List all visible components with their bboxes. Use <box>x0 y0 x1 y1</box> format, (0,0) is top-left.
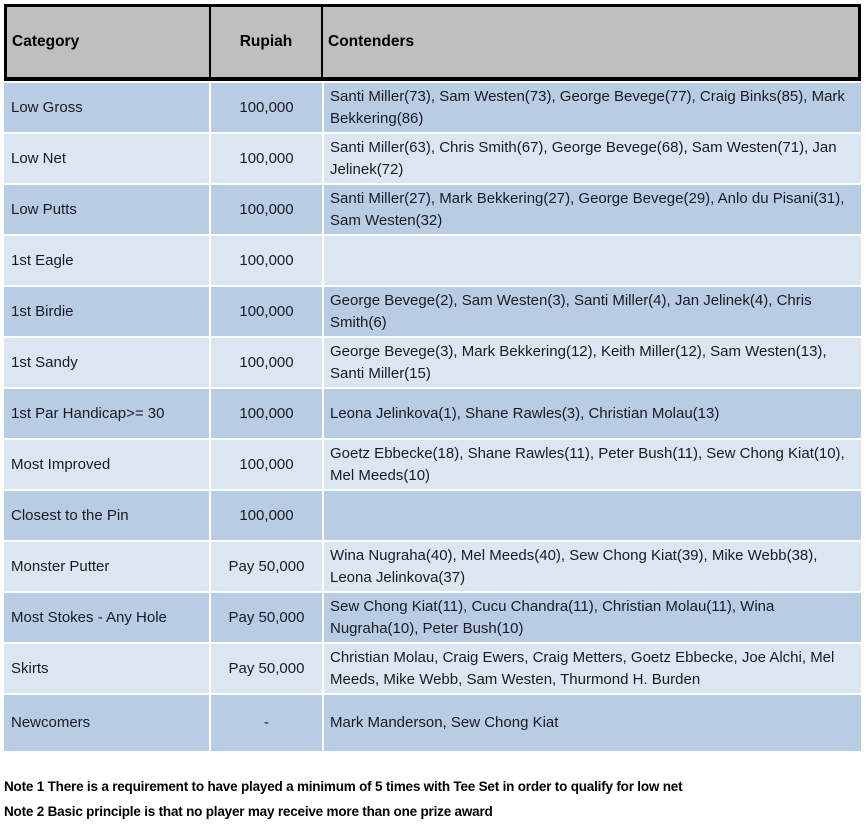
category-cell: Skirts <box>4 644 209 693</box>
category-cell: Low Gross <box>4 83 209 132</box>
category-cell: Most Stokes - Any Hole <box>4 593 209 642</box>
category-cell: Closest to the Pin <box>4 491 209 540</box>
table-row: Skirts Pay 50,000 Christian Molau, Craig… <box>4 644 861 693</box>
rupiah-cell: 100,000 <box>211 440 322 489</box>
category-cell: Monster Putter <box>4 542 209 591</box>
category-cell: Low Net <box>4 134 209 183</box>
table-body: Low Gross 100,000 Santi Miller(73), Sam … <box>4 83 861 751</box>
contenders-cell: Sew Chong Kiat(11), Cucu Chandra(11), Ch… <box>324 593 861 642</box>
category-cell: 1st Birdie <box>4 287 209 336</box>
rupiah-cell: 100,000 <box>211 185 322 234</box>
table-row: Low Putts 100,000 Santi Miller(27), Mark… <box>4 185 861 234</box>
contenders-cell: Santi Miller(27), Mark Bekkering(27), Ge… <box>324 185 861 234</box>
table-row: Most Improved 100,000 Goetz Ebbecke(18),… <box>4 440 861 489</box>
category-cell: Low Putts <box>4 185 209 234</box>
table-row: Low Gross 100,000 Santi Miller(73), Sam … <box>4 83 861 132</box>
contenders-cell: Mark Manderson, Sew Chong Kiat <box>324 695 861 751</box>
rupiah-cell: Pay 50,000 <box>211 542 322 591</box>
category-cell: 1st Eagle <box>4 236 209 285</box>
category-cell: 1st Par Handicap>= 30 <box>4 389 209 438</box>
contenders-cell: Leona Jelinkova(1), Shane Rawles(3), Chr… <box>324 389 861 438</box>
table-row: Monster Putter Pay 50,000 Wina Nugraha(4… <box>4 542 861 591</box>
header-contenders: Contenders <box>323 7 858 77</box>
prize-table: Category Rupiah Contenders Low Gross 100… <box>4 4 861 824</box>
header-rupiah: Rupiah <box>211 7 321 77</box>
table-row: 1st Sandy 100,000 George Bevege(3), Mark… <box>4 338 861 387</box>
contenders-cell: George Bevege(2), Sam Westen(3), Santi M… <box>324 287 861 336</box>
table-header: Category Rupiah Contenders <box>4 4 861 81</box>
contenders-cell: Christian Molau, Craig Ewers, Craig Mett… <box>324 644 861 693</box>
table-row: 1st Par Handicap>= 30 100,000 Leona Jeli… <box>4 389 861 438</box>
header-category: Category <box>7 7 209 77</box>
contenders-cell: Santi Miller(63), Chris Smith(67), Georg… <box>324 134 861 183</box>
rupiah-cell: - <box>211 695 322 751</box>
rupiah-cell: 100,000 <box>211 287 322 336</box>
rupiah-cell: 100,000 <box>211 389 322 438</box>
rupiah-cell: Pay 50,000 <box>211 644 322 693</box>
contenders-cell: Santi Miller(73), Sam Westen(73), George… <box>324 83 861 132</box>
rupiah-cell: Pay 50,000 <box>211 593 322 642</box>
rupiah-cell: 100,000 <box>211 491 322 540</box>
category-cell: Most Improved <box>4 440 209 489</box>
table-row: Closest to the Pin 100,000 <box>4 491 861 540</box>
rupiah-cell: 100,000 <box>211 236 322 285</box>
table-row: 1st Eagle 100,000 <box>4 236 861 285</box>
note-1: Note 1 There is a requirement to have pl… <box>4 779 683 794</box>
category-cell: 1st Sandy <box>4 338 209 387</box>
rupiah-cell: 100,000 <box>211 338 322 387</box>
footnotes: Note 1 There is a requirement to have pl… <box>4 774 861 824</box>
table-row: Most Stokes - Any Hole Pay 50,000 Sew Ch… <box>4 593 861 642</box>
contenders-cell <box>324 236 861 285</box>
category-cell: Newcomers <box>4 695 209 751</box>
table-row: 1st Birdie 100,000 George Bevege(2), Sam… <box>4 287 861 336</box>
rupiah-cell: 100,000 <box>211 83 322 132</box>
table-row: Newcomers - Mark Manderson, Sew Chong Ki… <box>4 695 861 751</box>
table-row: Low Net 100,000 Santi Miller(63), Chris … <box>4 134 861 183</box>
contenders-cell: Wina Nugraha(40), Mel Meeds(40), Sew Cho… <box>324 542 861 591</box>
rupiah-cell: 100,000 <box>211 134 322 183</box>
note-2: Note 2 Basic principle is that no player… <box>4 804 493 819</box>
contenders-cell: George Bevege(3), Mark Bekkering(12), Ke… <box>324 338 861 387</box>
contenders-cell <box>324 491 861 540</box>
contenders-cell: Goetz Ebbecke(18), Shane Rawles(11), Pet… <box>324 440 861 489</box>
